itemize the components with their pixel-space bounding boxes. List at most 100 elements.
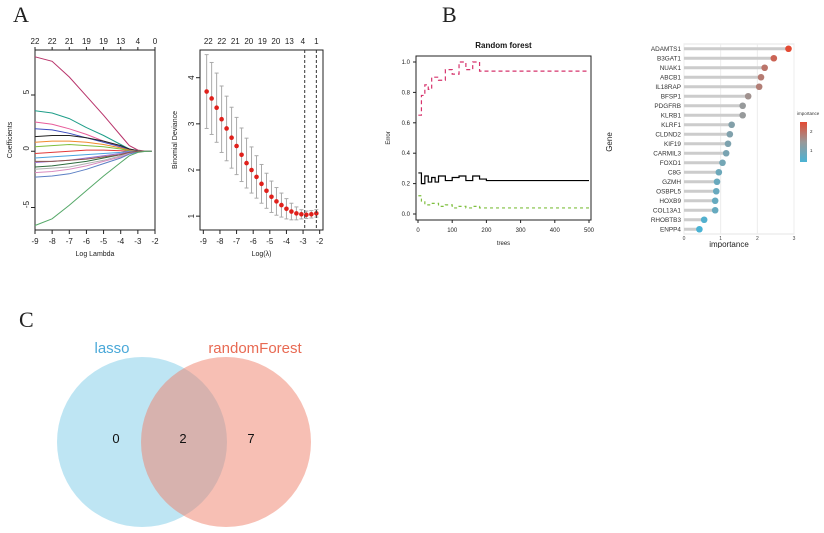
lollipop-point xyxy=(713,178,721,186)
error-series-1 xyxy=(418,172,589,185)
y-tick-label: 0 xyxy=(22,145,31,150)
lollipop-point xyxy=(696,225,703,233)
gene-label: NUAK1 xyxy=(660,65,682,72)
x-axis-label: importance xyxy=(709,240,749,248)
x-tick-label: 400 xyxy=(550,228,561,234)
random-forest-error-chart: Random forest 0 100 200 300 400 500 0.0 0.2 0.4 0.… xyxy=(386,41,595,247)
y-tick-label: -5 xyxy=(22,200,31,208)
lollipop-point xyxy=(711,197,719,205)
legend-colorbar xyxy=(800,122,807,162)
top-tick-label: 19 xyxy=(258,37,267,46)
deviance-point xyxy=(314,211,319,216)
gene-importance-chart: ADAMTS1 B3GAT1 NUAK1 ABCB1 IL18RAP BFSP1 PDGFR… xyxy=(605,43,820,248)
lollipop-point xyxy=(726,130,734,138)
plot-frame xyxy=(415,55,592,221)
y-tick-label: 3 xyxy=(187,121,196,126)
deviance-point xyxy=(309,212,314,217)
top-tick-label: 4 xyxy=(301,37,306,46)
lollipop-point xyxy=(755,83,763,91)
panel-label-c: C xyxy=(19,307,34,332)
gene-label: ENPP4 xyxy=(660,227,681,234)
deviance-point xyxy=(254,174,259,180)
x-tick-label: 200 xyxy=(481,228,492,234)
top-tick-label: 4 xyxy=(136,37,141,46)
deviance-point xyxy=(219,116,224,122)
top-tick-label: 1 xyxy=(314,37,319,46)
deviance-point xyxy=(224,126,229,131)
deviance-point xyxy=(289,209,294,214)
coefficient-path-15 xyxy=(35,150,152,162)
deviance-point xyxy=(214,105,219,110)
y-tick-label: 0.8 xyxy=(402,90,411,96)
gene-label: HOXB9 xyxy=(659,198,681,205)
top-tick-label: 19 xyxy=(82,37,91,46)
y-tick-label: 4 xyxy=(187,75,196,80)
top-tick-label: 13 xyxy=(285,37,294,46)
error-series-3 xyxy=(418,195,589,209)
gene-label: OSBPL5 xyxy=(656,189,681,196)
lollipop-point xyxy=(739,111,746,119)
lollipop-point xyxy=(728,121,735,129)
lollipop-point xyxy=(700,216,708,224)
x-tick-label: -7 xyxy=(233,237,241,246)
venn-count-randomforest-only: 7 xyxy=(247,431,254,446)
deviance-point xyxy=(284,206,289,212)
gene-label: ADAMTS1 xyxy=(651,46,682,53)
x-tick-label: 0 xyxy=(416,228,420,234)
deviance-point xyxy=(244,160,249,166)
plot-panel xyxy=(683,43,795,235)
venn-count-lasso-only: 0 xyxy=(112,431,119,446)
top-tick-label: 22 xyxy=(217,37,226,46)
gene-label: C8G xyxy=(668,170,681,177)
deviance-point xyxy=(234,143,239,149)
y-tick-label: 1 xyxy=(187,213,196,218)
venn-circle-randomforest xyxy=(141,357,311,527)
legend-tick: 2 xyxy=(810,129,813,134)
lollipop-point xyxy=(785,45,792,53)
gene-label: CLDND2 xyxy=(655,132,681,139)
lollipop-point xyxy=(712,187,720,195)
deviance-point xyxy=(209,96,214,101)
x-tick-label: -5 xyxy=(100,237,108,246)
gene-label: KIF19 xyxy=(664,141,681,148)
x-axis-label: trees xyxy=(497,241,510,247)
gene-label: KLRF1 xyxy=(661,122,681,129)
lasso-coefficient-chart: -9 -8 -7 -6 -5 -4 -3 -2 22 22 21 19 19 13 4 0 -5 0 5 Log La… xyxy=(7,37,159,258)
y-tick-label: 0.2 xyxy=(402,182,411,188)
venn-count-overlap: 2 xyxy=(179,431,186,446)
x-tick-label: -4 xyxy=(117,237,125,246)
gene-label: KLRB1 xyxy=(661,113,682,120)
x-tick-label: -6 xyxy=(250,237,258,246)
gene-label: ABCB1 xyxy=(660,75,681,82)
x-tick-label: -6 xyxy=(83,237,91,246)
gene-label: RHOBTB3 xyxy=(651,217,682,224)
deviance-point xyxy=(239,152,244,158)
lollipop-point xyxy=(739,102,746,110)
x-tick-label: -5 xyxy=(266,237,274,246)
x-tick-label: 500 xyxy=(584,228,595,234)
chart-title: Random forest xyxy=(475,41,532,50)
y-tick-label: 5 xyxy=(22,89,31,94)
lollipop-point xyxy=(715,168,723,176)
gene-label: GZMH xyxy=(662,179,681,186)
top-tick-label: 22 xyxy=(31,37,40,46)
coefficient-path-16 xyxy=(34,150,152,226)
gene-label: B3GAT1 xyxy=(657,56,681,63)
legend-title: importance xyxy=(797,111,820,116)
y-axis-label: Coefficients xyxy=(7,121,14,158)
plot-frame xyxy=(199,49,324,231)
gene-label: COL13A1 xyxy=(653,208,682,215)
x-tick-label: 3 xyxy=(793,236,796,242)
top-tick-label: 22 xyxy=(204,37,213,46)
y-tick-label: 0.0 xyxy=(402,212,411,218)
venn-label-lasso: lasso xyxy=(94,340,129,357)
deviance-point xyxy=(229,135,234,140)
lollipop-point xyxy=(724,140,732,148)
y-tick-label: 0.4 xyxy=(402,151,411,157)
x-tick-label: -3 xyxy=(299,237,307,246)
x-tick-label: 1 xyxy=(719,236,722,242)
x-tick-label: -8 xyxy=(216,237,224,246)
gene-label: PDGFRB xyxy=(654,103,681,110)
top-tick-label: 20 xyxy=(271,37,280,46)
panel-label-a: A xyxy=(13,2,29,27)
